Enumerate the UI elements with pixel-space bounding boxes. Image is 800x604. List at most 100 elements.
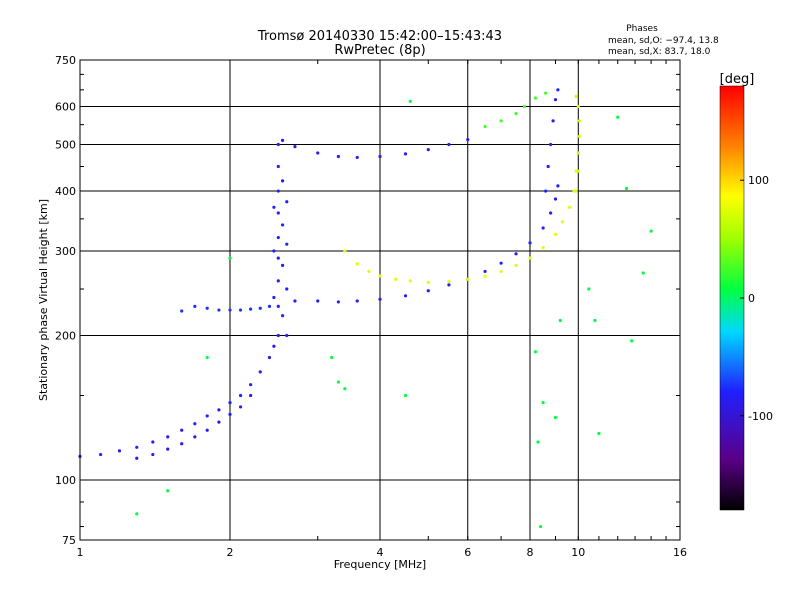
data-point	[135, 445, 139, 449]
data-point	[276, 235, 280, 240]
data-point	[151, 452, 155, 457]
data-point	[135, 456, 139, 460]
data-point	[544, 91, 548, 95]
data-point	[276, 279, 280, 283]
colorbar-label: [deg]	[720, 72, 755, 87]
data-point	[403, 152, 408, 156]
y-tick-label: 75	[62, 534, 76, 547]
data-point	[447, 283, 451, 287]
data-point	[403, 294, 408, 298]
data-point	[117, 449, 122, 453]
data-point	[276, 333, 280, 338]
data-point	[193, 435, 197, 439]
data-point	[541, 400, 545, 405]
data-point	[551, 119, 555, 123]
data-point	[549, 211, 553, 215]
data-point	[238, 405, 243, 409]
data-point	[541, 245, 545, 250]
data-point	[514, 263, 518, 267]
data-point	[577, 134, 581, 138]
data-point	[276, 189, 280, 193]
data-point	[649, 229, 653, 233]
data-point	[272, 295, 276, 300]
y-axis-label: Stationary phase Virtual Height [km]	[37, 199, 50, 401]
data-point	[336, 154, 340, 159]
data-point	[280, 223, 285, 227]
y-axis-ticks: 75 100 200 300 400 500 600 750	[55, 54, 680, 547]
x-tick-label: 2	[227, 546, 234, 559]
x-tick-label: 16	[673, 546, 687, 559]
chart-subtitle: RwPretec (8p)	[334, 43, 425, 58]
data-point	[576, 104, 580, 109]
data-point	[630, 339, 634, 343]
data-point	[276, 304, 280, 309]
data-point	[426, 289, 430, 293]
data-point	[166, 435, 170, 439]
data-point	[533, 350, 537, 354]
x-tick-label: 4	[377, 546, 384, 559]
data-point	[355, 155, 359, 160]
data-point	[499, 119, 503, 123]
data-point	[536, 440, 540, 444]
data-point	[558, 318, 562, 323]
phases-mean-o: mean, sd,O: −97.4, 13.8	[608, 36, 719, 46]
data-point	[285, 287, 289, 291]
data-point	[280, 263, 285, 267]
data-point	[293, 299, 297, 303]
data-point	[408, 279, 412, 283]
y-tick-label: 100	[55, 474, 76, 487]
data-point	[576, 151, 580, 155]
data-point	[378, 274, 382, 278]
x-tick-label: 8	[527, 546, 534, 559]
data-point	[466, 277, 470, 281]
data-point	[276, 211, 280, 215]
data-point	[280, 179, 285, 183]
data-point	[553, 98, 558, 102]
y-tick-label: 500	[55, 139, 76, 152]
data-point	[514, 252, 518, 256]
data-point	[166, 489, 170, 493]
data-point	[378, 154, 382, 159]
data-point	[641, 271, 645, 275]
data-point	[238, 308, 243, 312]
data-point	[544, 189, 548, 193]
data-point	[217, 408, 221, 412]
data-point	[483, 124, 487, 129]
data-point	[447, 142, 451, 147]
data-point	[316, 299, 320, 303]
data-point	[553, 232, 558, 236]
data-point	[616, 115, 620, 119]
data-point	[447, 280, 451, 284]
data-point	[576, 169, 580, 173]
data-point	[587, 287, 591, 291]
data-point	[249, 393, 253, 398]
data-point	[499, 269, 503, 274]
data-point	[205, 355, 209, 360]
data-point	[546, 164, 550, 169]
data-point	[285, 333, 289, 338]
data-point	[267, 304, 272, 309]
data-point	[272, 205, 276, 209]
data-point	[180, 442, 184, 446]
data-point	[217, 308, 221, 312]
data-point	[336, 300, 340, 304]
data-point	[205, 306, 209, 310]
data-point	[624, 186, 629, 191]
data-point	[228, 412, 232, 417]
data-point	[378, 297, 382, 301]
y-tick-label: 600	[55, 101, 76, 114]
data-point	[316, 151, 320, 155]
data-point	[574, 94, 578, 98]
data-point	[99, 452, 103, 457]
data-point	[285, 200, 289, 204]
data-point	[426, 147, 430, 152]
data-point	[272, 249, 276, 253]
data-point	[205, 428, 209, 432]
x-tick-label: 6	[464, 546, 471, 559]
data-point	[394, 277, 398, 281]
data-point	[355, 299, 359, 303]
data-point	[556, 88, 560, 92]
data-point	[528, 256, 532, 260]
data-point	[560, 220, 565, 224]
